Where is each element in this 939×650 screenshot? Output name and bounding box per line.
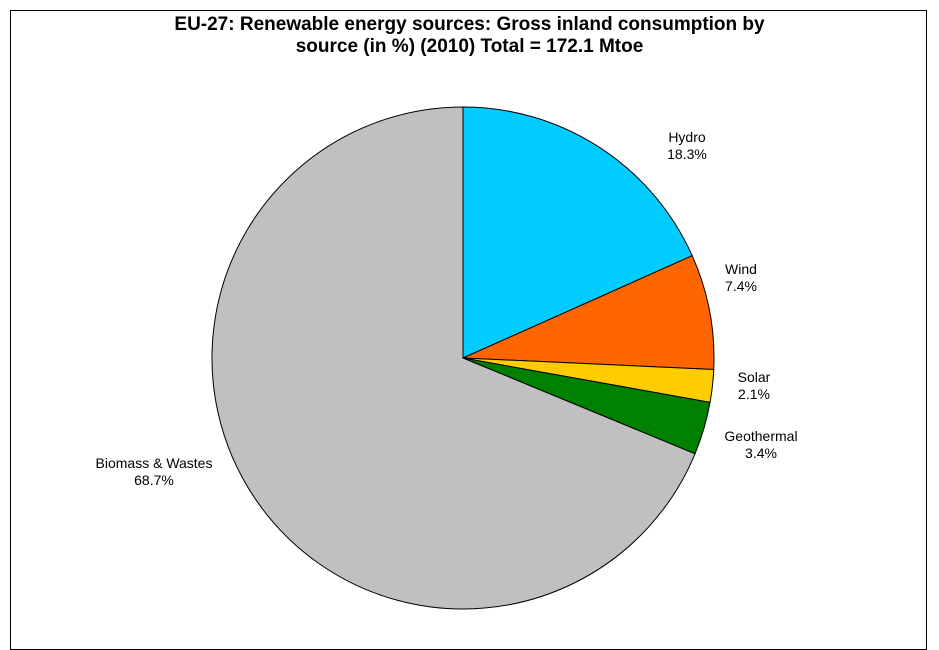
chart-title: EU-27: Renewable energy sources: Gross i…: [0, 14, 939, 58]
slice-value-label: 18.3%: [667, 146, 707, 162]
slice-value-label: 68.7%: [134, 472, 174, 488]
slice-value-label: 3.4%: [745, 445, 777, 461]
pie-slice-biomass-wastes: [211, 106, 696, 610]
pie-slices: [211, 106, 715, 610]
slice-name-label: Biomass & Wastes: [96, 455, 213, 471]
slice-value-label: 7.4%: [725, 278, 757, 294]
chart-title-line1: EU-27: Renewable energy sources: Gross i…: [174, 14, 765, 35]
slice-name-label: Hydro: [668, 129, 706, 145]
slice-name-label: Geothermal: [724, 428, 797, 444]
slice-name-label: Wind: [725, 261, 757, 277]
slice-value-label: 2.1%: [738, 386, 770, 402]
chart-title-line2: source (in %) (2010) Total = 172.1 Mtoe: [295, 36, 644, 57]
slice-name-label: Solar: [738, 369, 771, 385]
pie-slice-hydro: [462, 106, 693, 359]
pie-slice-wind: [462, 255, 715, 370]
